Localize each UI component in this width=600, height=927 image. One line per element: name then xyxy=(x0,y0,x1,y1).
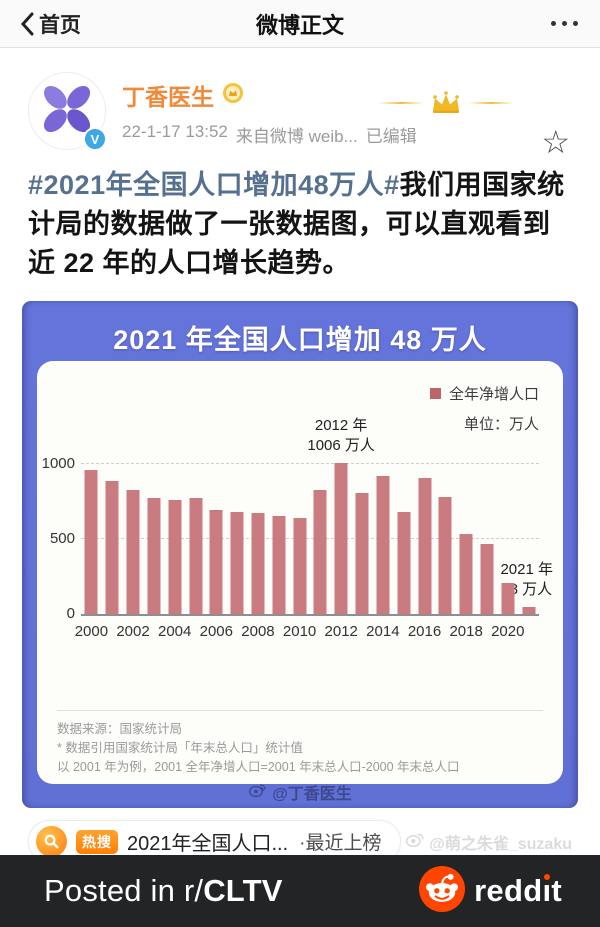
x-tick-2002: 2002 xyxy=(116,623,150,640)
bar-2007 xyxy=(230,511,244,614)
annotation-2012: 2012 年 1006 万人 xyxy=(307,417,375,454)
post-time: 22-1-17 13:52 xyxy=(122,122,228,141)
bar-2002 xyxy=(126,489,140,614)
hot-search-title: 2021年全国人口... xyxy=(127,833,289,855)
x-tick-2010: 2010 xyxy=(282,623,317,640)
bar-2019 xyxy=(480,543,494,614)
x-tick-2020: 2020 xyxy=(491,623,525,640)
y-tick-0: 0 xyxy=(66,605,75,622)
post-header: V 丁香医生 22-1-17 13:52 来自微博 weib... 已编辑 ☆ xyxy=(0,48,600,158)
post-source[interactable]: 来自微博 weib... xyxy=(235,127,358,146)
hot-search-status: ·最近上榜 xyxy=(299,833,382,854)
crown-decoration-icon xyxy=(378,90,514,115)
footnote-example: 以 2001 年为例，2001 全年净增人口=2001 年末总人口-2000 年… xyxy=(57,760,460,774)
hashtag-link[interactable]: #2021年全国人口增加48万人# xyxy=(28,170,400,200)
x-tick-2008: 2008 xyxy=(241,623,275,640)
bar-2006 xyxy=(209,509,223,614)
avatar[interactable]: V xyxy=(28,72,107,151)
bar-2003 xyxy=(147,497,161,614)
dingxiang-clover-logo-icon xyxy=(36,78,98,145)
reddit-snoo-logo-icon xyxy=(419,865,466,917)
footnote-divider xyxy=(57,710,543,711)
bar-2008 xyxy=(251,512,265,614)
chart-card: 全年净增人口 单位：万人 2012 年 1006 万人 2021 年 48 万人… xyxy=(37,361,563,784)
unit-label: 单位：万人 xyxy=(463,416,539,433)
reddit-brand: redd ı t xyxy=(419,865,562,917)
bar-2001 xyxy=(105,480,119,614)
more-menu-button[interactable] xyxy=(549,15,580,32)
chart-footnotes: 数据来源：国家统计局 * 数据引用国家统计局「年末总人口」统计值 以 2001 … xyxy=(57,720,547,777)
bar-2018 xyxy=(459,534,473,614)
y-tick-500: 500 xyxy=(49,529,75,547)
gridline-500 xyxy=(81,537,539,539)
bar-2012 xyxy=(334,462,348,614)
bar-plot: 2012 年 1006 万人 2021 年 48 万人 0 500 1000 xyxy=(42,417,553,622)
post-edited-flag: 已编辑 xyxy=(365,127,417,146)
bar-2016 xyxy=(418,477,431,614)
posted-in-label: Posted in r/CLTV xyxy=(44,873,283,908)
bar-2014 xyxy=(376,475,390,614)
bar-2009 xyxy=(272,515,286,614)
subreddit-name: CLTV xyxy=(203,873,283,908)
hot-search-magnifier-icon xyxy=(36,826,67,857)
x-tick-2000: 2000 xyxy=(74,623,109,640)
bar-2017 xyxy=(438,496,452,614)
gridline-1000 xyxy=(81,462,539,464)
screenshot-watermark-text: @萌之朱雀_suzaku xyxy=(429,835,572,853)
weibo-logo-icon xyxy=(405,829,425,854)
bar-2013 xyxy=(355,493,369,614)
weibo-logo-icon xyxy=(248,780,267,804)
x-tick-2018: 2018 xyxy=(449,623,483,640)
back-button[interactable]: 首页 xyxy=(20,9,81,39)
top-nav-bar: 首页 微博正文 xyxy=(0,0,600,48)
reddit-footer-bar: Posted in r/CLTV redd ı t xyxy=(0,855,600,927)
bar-2000 xyxy=(84,470,98,614)
bar-2011 xyxy=(313,489,327,614)
gold-medal-badge-icon xyxy=(222,82,244,109)
hot-search-badge: 热搜 xyxy=(76,829,118,854)
back-label: 首页 xyxy=(39,13,81,37)
post-body: #2021年全国人口增加48万人#我们用国家统计局的数据做了一张数据图，可以直观… xyxy=(0,150,600,299)
screenshot-watermark: @萌之朱雀_suzaku xyxy=(405,829,572,854)
author-name[interactable]: 丁香医生 xyxy=(122,84,214,110)
x-tick-2004: 2004 xyxy=(157,623,192,640)
chart-watermark-text: @丁香医生 xyxy=(272,786,352,803)
footnote-reference: * 数据引用国家统计局「年末总人口」统计值 xyxy=(57,741,303,755)
bar-2005 xyxy=(189,498,202,614)
bar-2020 xyxy=(501,583,515,614)
post-body-text: 我们用国家统计局的数据做了一张数据图，可以直观看到近 22 年的人口增长趋势。 xyxy=(28,170,565,278)
chevron-left-icon xyxy=(20,12,35,36)
chart-image[interactable]: 2021 年全国人口增加 48 万人 全年净增人口 单位：万人 2012 年 1… xyxy=(22,301,578,808)
favorite-star-icon[interactable]: ☆ xyxy=(541,123,570,161)
bar-2004 xyxy=(168,499,182,614)
chart-watermark: @丁香医生 xyxy=(22,780,578,804)
bar-2021 xyxy=(522,606,536,614)
reddit-wordmark: redd ı t xyxy=(474,873,562,908)
legend-label: 全年净增人口 xyxy=(448,386,539,403)
chart-legend: 全年净增人口 单位：万人 xyxy=(429,383,539,434)
y-tick-1000: 1000 xyxy=(41,454,75,472)
page-title: 微博正文 xyxy=(255,12,345,38)
chart-title: 2021 年全国人口增加 48 万人 xyxy=(113,325,487,355)
verified-badge-icon: V xyxy=(83,127,107,151)
bar-2010 xyxy=(293,517,307,614)
footnote-source: 数据来源：国家统计局 xyxy=(57,722,183,736)
x-tick-2014: 2014 xyxy=(366,623,400,640)
bar-2015 xyxy=(397,511,411,614)
x-axis-labels: 2000 2002 2004 2006 2008 2010 2012 2014 2016 2018… xyxy=(75,623,539,643)
x-tick-2016: 2016 xyxy=(407,623,442,640)
legend-swatch-icon xyxy=(429,388,441,399)
x-tick-2012: 2012 xyxy=(324,623,358,640)
x-tick-2006: 2006 xyxy=(199,623,233,640)
